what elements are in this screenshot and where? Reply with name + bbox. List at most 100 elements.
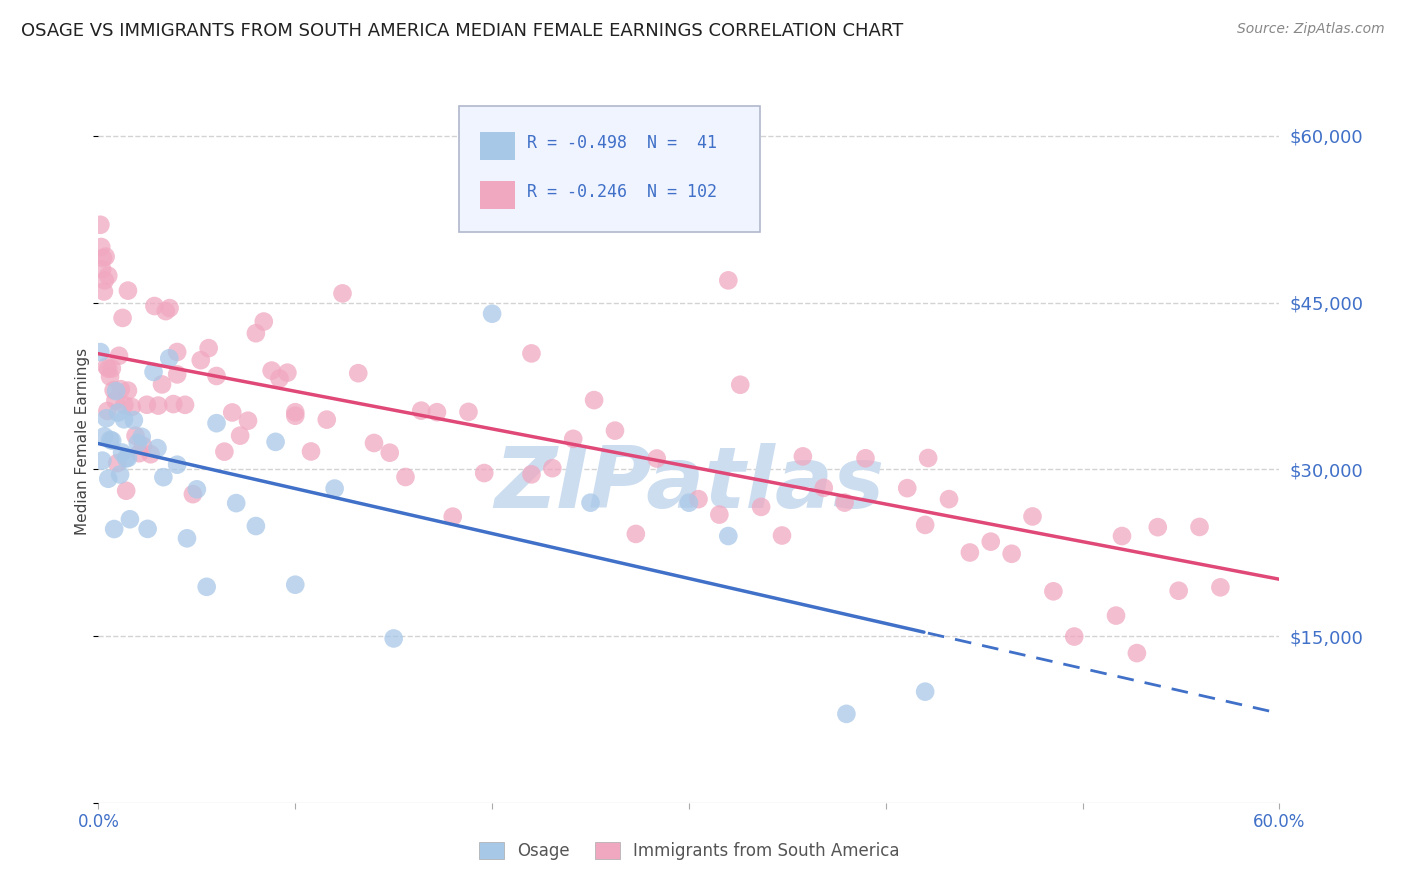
Point bbox=[157, 351, 180, 366]
Point bbox=[107, 406, 129, 420]
Point bbox=[96, 359, 118, 374]
Point bbox=[717, 529, 740, 543]
Point bbox=[176, 531, 198, 545]
Point bbox=[835, 706, 858, 721]
Point bbox=[603, 424, 626, 438]
Point bbox=[103, 522, 125, 536]
Point bbox=[97, 472, 120, 486]
Point bbox=[135, 398, 157, 412]
Point bbox=[1105, 608, 1128, 623]
Point bbox=[717, 273, 740, 287]
Point bbox=[1146, 520, 1168, 534]
Point bbox=[111, 445, 134, 459]
Point bbox=[111, 310, 134, 325]
Point bbox=[245, 326, 267, 341]
Y-axis label: Median Female Earnings: Median Female Earnings bbox=[75, 348, 90, 535]
Bar bbox=[479, 181, 516, 209]
Text: Source: ZipAtlas.com: Source: ZipAtlas.com bbox=[1237, 22, 1385, 37]
Point bbox=[181, 487, 204, 501]
Point bbox=[146, 441, 169, 455]
Point bbox=[1126, 646, 1149, 660]
Point bbox=[276, 366, 298, 380]
Point bbox=[186, 483, 208, 497]
Point bbox=[481, 307, 503, 321]
Point bbox=[91, 262, 114, 277]
Point bbox=[579, 185, 602, 199]
Point bbox=[834, 495, 856, 509]
Point bbox=[236, 414, 259, 428]
Point bbox=[142, 365, 165, 379]
Point bbox=[117, 451, 139, 466]
Point bbox=[1209, 580, 1232, 594]
Point bbox=[103, 383, 125, 397]
Point bbox=[136, 522, 159, 536]
Point bbox=[115, 483, 138, 498]
Point bbox=[98, 369, 121, 384]
Legend: Osage, Immigrants from South America: Osage, Immigrants from South America bbox=[472, 835, 905, 867]
Point bbox=[980, 534, 1002, 549]
Point bbox=[1111, 529, 1133, 543]
Point bbox=[688, 492, 710, 507]
Point bbox=[124, 428, 146, 442]
Point bbox=[108, 349, 131, 363]
Point bbox=[93, 285, 115, 299]
Point bbox=[260, 363, 283, 377]
Point bbox=[624, 527, 647, 541]
Point bbox=[284, 578, 307, 592]
Point bbox=[541, 461, 564, 475]
Point bbox=[253, 314, 276, 328]
Point bbox=[105, 384, 128, 398]
Point bbox=[583, 393, 606, 408]
Point bbox=[139, 447, 162, 461]
Point bbox=[472, 466, 495, 480]
Point bbox=[749, 500, 772, 514]
Point bbox=[589, 207, 612, 221]
Point bbox=[96, 411, 118, 425]
Point bbox=[205, 416, 228, 430]
Point bbox=[112, 398, 135, 412]
Text: R = -0.498  N =  41: R = -0.498 N = 41 bbox=[527, 134, 717, 153]
Point bbox=[94, 273, 117, 287]
Point bbox=[579, 496, 602, 510]
Point bbox=[855, 451, 877, 466]
Point bbox=[93, 429, 115, 443]
Point bbox=[1042, 584, 1064, 599]
Point bbox=[97, 268, 120, 283]
Point bbox=[195, 580, 218, 594]
Point bbox=[115, 451, 138, 466]
Point bbox=[108, 467, 131, 482]
Point bbox=[110, 382, 132, 396]
Point bbox=[709, 508, 731, 522]
Point bbox=[347, 366, 370, 380]
Point bbox=[131, 430, 153, 444]
Point bbox=[245, 519, 267, 533]
Point bbox=[150, 377, 173, 392]
Point bbox=[174, 398, 197, 412]
Point bbox=[122, 413, 145, 427]
Point bbox=[143, 299, 166, 313]
Point bbox=[645, 451, 668, 466]
Point bbox=[1021, 509, 1043, 524]
Point bbox=[89, 345, 111, 359]
Point bbox=[101, 434, 124, 448]
Point bbox=[101, 361, 124, 376]
Point bbox=[938, 492, 960, 507]
Point bbox=[98, 433, 121, 447]
Point bbox=[155, 304, 177, 318]
Point bbox=[299, 444, 322, 458]
Point bbox=[225, 496, 247, 510]
Point bbox=[792, 450, 814, 464]
Point bbox=[284, 409, 307, 423]
Bar bbox=[479, 132, 516, 160]
Point bbox=[441, 509, 464, 524]
Point bbox=[118, 512, 141, 526]
Point bbox=[917, 450, 939, 465]
Point bbox=[89, 218, 111, 232]
Point bbox=[96, 404, 118, 418]
Point bbox=[914, 517, 936, 532]
Point bbox=[90, 240, 112, 254]
Point bbox=[382, 632, 405, 646]
Point bbox=[166, 368, 188, 382]
Point bbox=[132, 439, 155, 453]
Point bbox=[117, 284, 139, 298]
